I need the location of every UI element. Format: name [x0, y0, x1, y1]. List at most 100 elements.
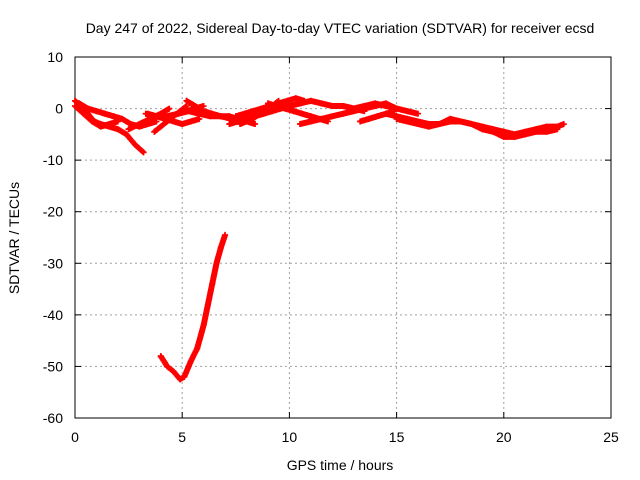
data-point: [110, 113, 117, 120]
x-tick-label: 5: [178, 429, 186, 445]
series-track-13: [264, 100, 331, 125]
data-point: [179, 121, 186, 128]
data-point: [170, 368, 177, 375]
data-point: [222, 231, 229, 238]
axis-ticks: 0 5 10 15 20 25 -60 -50 -40 -30 -20 -10 0 10: [43, 49, 619, 445]
data-point: [543, 123, 550, 130]
data-point: [177, 376, 184, 383]
data-point: [80, 110, 87, 117]
plot-frame: [74, 56, 612, 419]
data-point: [72, 97, 78, 104]
data-point: [329, 102, 336, 109]
series-track-15: [329, 100, 422, 117]
data-point: [532, 128, 539, 135]
y-tick-label: -40: [43, 307, 63, 323]
data-point: [204, 301, 211, 308]
data-point: [183, 97, 190, 104]
data-point: [282, 105, 289, 112]
chart-title: Day 247 of 2022, Sidereal Day-to-day VTE…: [86, 20, 595, 36]
data-point: [164, 118, 171, 125]
series-marks: [157, 233, 228, 383]
data-point: [340, 102, 346, 109]
data-point: [404, 118, 411, 125]
data-point: [273, 102, 280, 109]
series-track-19: [157, 231, 229, 383]
data-point: [181, 373, 188, 380]
data-point: [157, 123, 164, 130]
data-point: [243, 118, 250, 125]
data-point: [404, 108, 411, 115]
data-point: [136, 121, 143, 128]
x-tick-label: 10: [282, 429, 298, 445]
data-point: [457, 118, 464, 125]
data-point: [252, 121, 259, 128]
data-point: [490, 128, 497, 135]
data-point: [102, 110, 109, 117]
x-tick-label: 15: [389, 429, 405, 445]
data-point: [132, 141, 139, 148]
data-point: [318, 115, 325, 122]
data-point: [393, 115, 400, 122]
data-point: [249, 108, 256, 115]
data-point: [264, 100, 271, 107]
data-point: [119, 115, 126, 122]
data-point: [340, 110, 346, 117]
data-point: [415, 121, 422, 128]
data-point: [382, 110, 389, 117]
data-point: [256, 110, 263, 117]
data-point: [125, 126, 132, 133]
data-point: [447, 115, 454, 122]
y-tick-label: -50: [43, 358, 63, 374]
data-point: [249, 115, 256, 122]
x-tick-label: 25: [603, 429, 619, 445]
data-point: [372, 100, 379, 107]
data-point: [166, 113, 173, 120]
data-point: [200, 102, 207, 109]
y-tick-label: 0: [55, 101, 63, 117]
data-point: [318, 100, 325, 107]
data-point: [479, 126, 486, 133]
data-point: [187, 118, 194, 125]
data-point: [361, 102, 368, 109]
data-point: [241, 110, 248, 117]
data-point: [232, 113, 239, 120]
data-point: [84, 105, 91, 112]
data-point: [213, 260, 220, 267]
data-point: [217, 113, 224, 120]
x-tick-label: 0: [71, 429, 79, 445]
data-point: [307, 118, 314, 125]
data-layer: [72, 95, 567, 383]
data-point: [262, 108, 269, 115]
y-tick-label: -20: [43, 204, 63, 220]
data-point: [350, 105, 357, 112]
x-tick-label: 20: [496, 429, 512, 445]
data-point: [93, 108, 100, 115]
data-point: [425, 123, 432, 130]
y-axis-title: SDTVAR / TECUs: [6, 182, 22, 294]
x-axis-title: GPS time / hours: [287, 457, 394, 473]
data-point: [382, 102, 389, 109]
data-point: [123, 131, 130, 138]
data-point: [374, 113, 381, 120]
data-point: [297, 121, 304, 128]
data-point: [436, 121, 443, 128]
data-point: [500, 133, 507, 140]
data-point: [329, 113, 336, 120]
data-point: [114, 126, 121, 133]
data-point: [142, 110, 149, 117]
data-point: [299, 110, 306, 117]
data-point: [200, 322, 207, 329]
data-point: [153, 118, 160, 125]
data-point: [284, 97, 291, 104]
data-point: [200, 108, 207, 115]
data-point: [357, 118, 364, 125]
y-tick-label: -10: [43, 152, 63, 168]
data-point: [554, 126, 561, 133]
data-point: [543, 128, 550, 135]
data-point: [500, 128, 507, 135]
data-point: [560, 121, 567, 128]
data-point: [307, 97, 314, 104]
data-point: [209, 280, 216, 287]
data-point: [522, 131, 529, 138]
